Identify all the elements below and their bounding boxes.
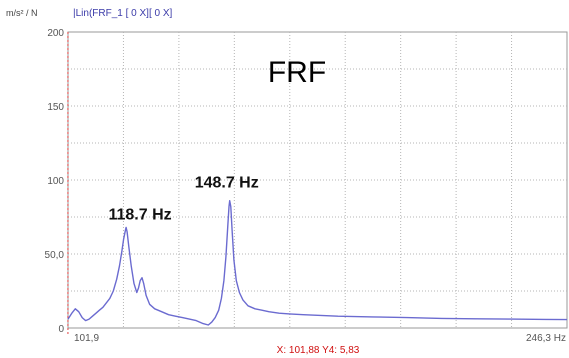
grid bbox=[68, 32, 567, 328]
peak-annotation-2: 148.7 Hz bbox=[195, 175, 259, 192]
frf-magnitude-line bbox=[67, 200, 568, 326]
y-tick-label: 150 bbox=[47, 102, 64, 113]
y-tick-label: 200 bbox=[47, 28, 64, 39]
y-tick-label: 0 bbox=[58, 324, 64, 335]
cursor-readout: X: 101,88 Y4: 5,83 bbox=[277, 345, 360, 356]
y-tick-label: 100 bbox=[47, 176, 64, 187]
y-tick-label: 50,0 bbox=[45, 250, 65, 261]
y-axis-unit-label: m/s² / N bbox=[6, 8, 38, 18]
chart-title: FRF bbox=[268, 56, 326, 89]
x-range-end-label: 246,3 Hz bbox=[526, 333, 566, 344]
x-range-start-label: 101,9 bbox=[74, 333, 99, 344]
y-axis-ticks: 200 150 100 50,0 0 bbox=[45, 28, 65, 335]
peak-annotation-1: 118.7 Hz bbox=[108, 206, 171, 223]
series-legend-entry[interactable]: |Lin(FRF_1 [ 0 X][ 0 X] bbox=[73, 8, 173, 19]
